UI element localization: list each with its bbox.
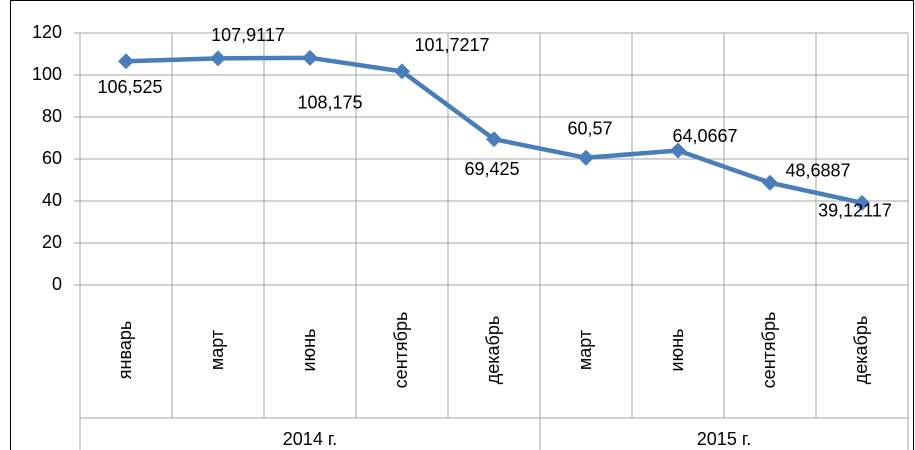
data-label: 48,6887 xyxy=(785,161,850,181)
y-tick-label: 0 xyxy=(52,274,62,294)
x-tick-label: декабрь xyxy=(851,316,871,385)
x-tick-label: март xyxy=(207,330,227,370)
y-tick-label: 60 xyxy=(42,148,62,168)
data-point xyxy=(118,53,134,70)
y-tick-label: 100 xyxy=(32,64,62,84)
data-label: 107,9117 xyxy=(211,25,285,45)
data-label: 39,12117 xyxy=(818,201,892,221)
data-label: 69,425 xyxy=(464,159,519,179)
data-label: 60,57 xyxy=(567,119,612,139)
data-point xyxy=(578,149,594,166)
data-point xyxy=(854,194,870,211)
y-tick-label: 80 xyxy=(42,106,62,126)
data-label: 106,525 xyxy=(97,77,162,97)
data-point xyxy=(486,131,502,148)
x-tick-label: сентябрь xyxy=(759,312,779,389)
y-tick-label: 120 xyxy=(32,22,62,42)
x-tick-label: январь xyxy=(115,321,135,379)
y-tick-label: 40 xyxy=(42,190,62,210)
data-point xyxy=(670,142,686,159)
group-label: 2014 г. xyxy=(283,429,337,449)
chart-border xyxy=(10,0,914,450)
data-label: 101,7217 xyxy=(414,35,489,55)
x-tick-label: июнь xyxy=(667,329,687,372)
data-point xyxy=(210,50,226,67)
data-point xyxy=(302,49,318,66)
x-tick-label: сентябрь xyxy=(391,312,411,389)
x-tick-label: декабрь xyxy=(483,316,503,385)
group-label: 2015 г. xyxy=(697,429,751,449)
data-point xyxy=(762,174,778,191)
y-tick-label: 20 xyxy=(42,232,62,252)
x-tick-label: июнь xyxy=(299,329,319,372)
data-point xyxy=(394,63,410,80)
data-line xyxy=(125,55,863,206)
data-label: 108,175 xyxy=(297,93,362,113)
data-label: 64,0667 xyxy=(672,126,737,146)
x-tick-label: март xyxy=(575,330,595,370)
